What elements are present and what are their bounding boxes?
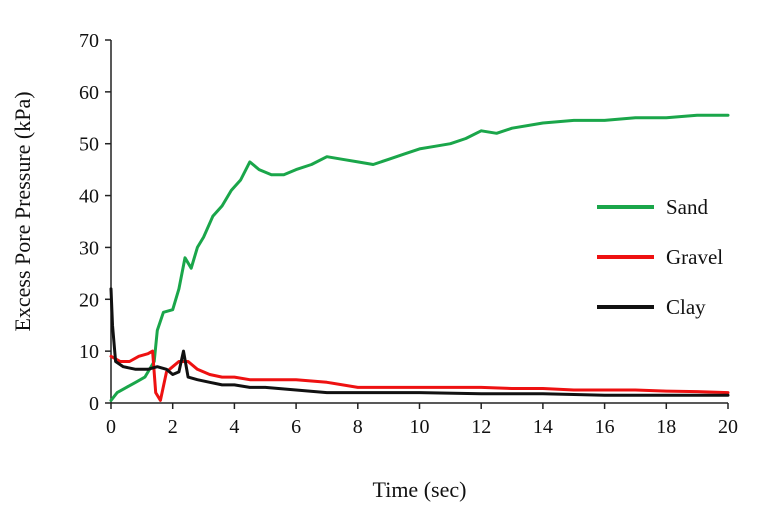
series-line-sand — [109, 113, 730, 402]
y-tick-label: 20 — [79, 289, 99, 311]
y-tick-label: 10 — [79, 341, 99, 363]
x-tick-label: 2 — [168, 416, 178, 438]
x-tick-label: 4 — [229, 416, 239, 438]
y-tick-label: 40 — [79, 186, 99, 208]
x-tick-label: 8 — [353, 416, 363, 438]
x-tick-label: 18 — [656, 416, 676, 438]
series-line-gravel — [109, 349, 730, 402]
y-tick-label: 60 — [79, 82, 99, 104]
x-tick-label: 6 — [291, 416, 301, 438]
y-tick-label: 50 — [79, 134, 99, 156]
y-axis-label: Excess Pore Pressure (kPa) — [10, 91, 35, 331]
x-tick-label: 14 — [533, 416, 553, 438]
legend-label-clay: Clay — [666, 295, 706, 319]
x-axis-label: Time (sec) — [373, 477, 467, 502]
series-line-clay — [109, 287, 730, 397]
legend-label-gravel: Gravel — [666, 245, 723, 269]
legend: Sand Gravel Clay — [597, 195, 723, 319]
y-tick-label: 30 — [79, 237, 99, 259]
x-tick-label: 0 — [106, 416, 116, 438]
x-tick-label: 20 — [718, 416, 738, 438]
x-tick-label: 12 — [471, 416, 491, 438]
legend-label-sand: Sand — [666, 195, 709, 219]
series-layer — [109, 113, 730, 402]
axes-layer: 0 10 20 30 40 50 60 70 0 2 4 6 8 10 12 14 16 18 20 — [79, 30, 738, 438]
y-tick-label: 0 — [89, 393, 99, 415]
x-tick-label: 16 — [595, 416, 615, 438]
y-tick-label: 70 — [79, 30, 99, 52]
x-tick-label: 10 — [410, 416, 430, 438]
